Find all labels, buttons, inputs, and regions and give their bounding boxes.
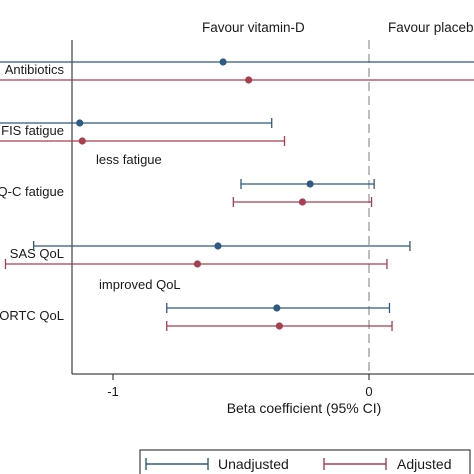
less-fatigue-annotation: less fatigue xyxy=(96,152,162,167)
legend: Unadjusted Adjusted xyxy=(139,449,471,474)
adjusted-point-estimate xyxy=(245,76,253,84)
unadjusted-point-estimate xyxy=(306,180,314,188)
adjusted-point-estimate xyxy=(193,260,202,268)
unadjusted-point-estimate xyxy=(219,58,227,66)
row-label-eortc-qol: EORTC QoL xyxy=(0,308,64,323)
x-axis-title: Beta coefficient (95% CI) xyxy=(227,400,382,416)
row-label-mfis-fatigue: MFIS fatigue xyxy=(0,123,64,138)
forest-marks xyxy=(0,58,474,331)
unadjusted-point-estimate xyxy=(273,304,281,312)
adjusted-point-estimate xyxy=(275,322,283,330)
legend-unadjusted-label: Unadjusted xyxy=(218,456,289,472)
favour-placebo-label: Favour placebo xyxy=(388,20,474,35)
legend-box xyxy=(139,449,471,474)
improved-qol-annotation: improved QoL xyxy=(99,277,181,292)
favour-vitamin-d-label: Favour vitamin-D xyxy=(202,20,305,35)
row-label-antibiotics: Antibiotics xyxy=(5,62,65,77)
x-tick-label: 0 xyxy=(365,384,372,399)
adjusted-point-estimate xyxy=(78,137,86,145)
unadjusted-point-estimate xyxy=(76,119,84,127)
unadjusted-point-estimate xyxy=(214,242,222,250)
row-label-sas-qol: SAS QoL xyxy=(10,246,64,261)
x-tick-label: -1 xyxy=(107,384,119,399)
row-label-qlq-fatigue: QLQ-C fatigue xyxy=(0,184,64,199)
legend-adjusted-label: Adjusted xyxy=(397,456,451,472)
adjusted-point-estimate xyxy=(298,198,307,206)
